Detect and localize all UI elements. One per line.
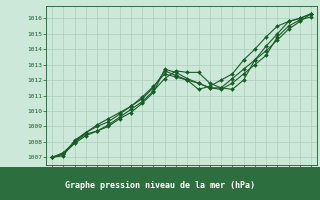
- Text: Graphe pression niveau de la mer (hPa): Graphe pression niveau de la mer (hPa): [65, 181, 255, 190]
